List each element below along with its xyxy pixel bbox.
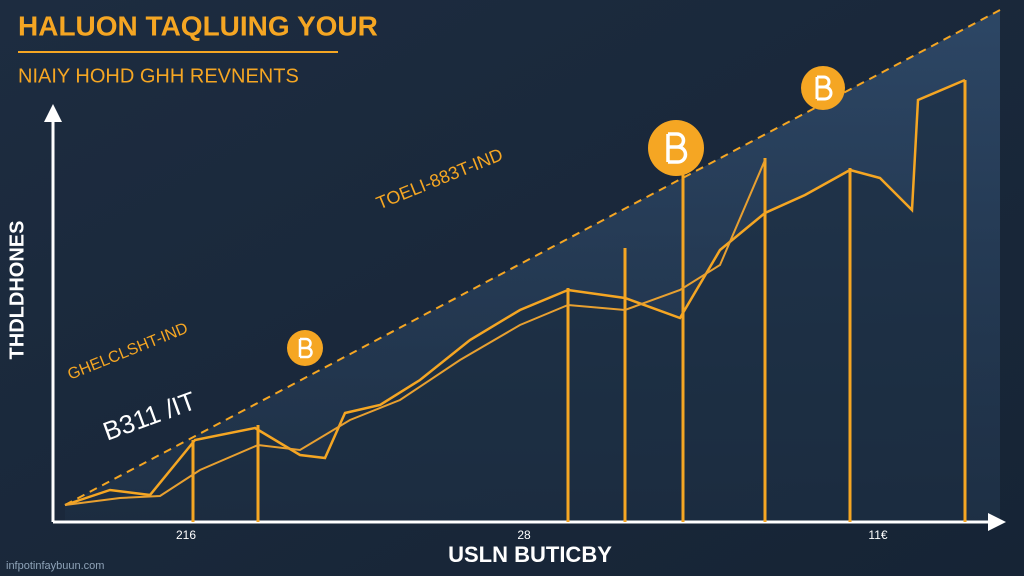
x-tick-label: 28 — [517, 528, 531, 542]
coin — [648, 120, 704, 176]
footer: infpotinfaybuun.com — [6, 560, 104, 572]
x-tick-label: 11€ — [868, 528, 887, 542]
title: HALUON TAQLUING YOUR — [18, 10, 378, 41]
y-arrow — [44, 104, 62, 122]
y-axis-label: THDLDHONES — [6, 221, 28, 360]
x-axis-label: USLN BUTICBY — [448, 542, 612, 567]
subtitle: NIAIY HOHD GHH REVNENTS — [18, 65, 299, 87]
x-tick-label: 216 — [176, 528, 196, 542]
x-arrow — [988, 513, 1006, 531]
price-line-secondary — [64, 159, 766, 506]
price-line — [64, 78, 966, 507]
under-area — [65, 80, 965, 522]
coin — [287, 330, 323, 366]
vertical-lines — [191, 80, 967, 522]
coin — [801, 66, 845, 110]
